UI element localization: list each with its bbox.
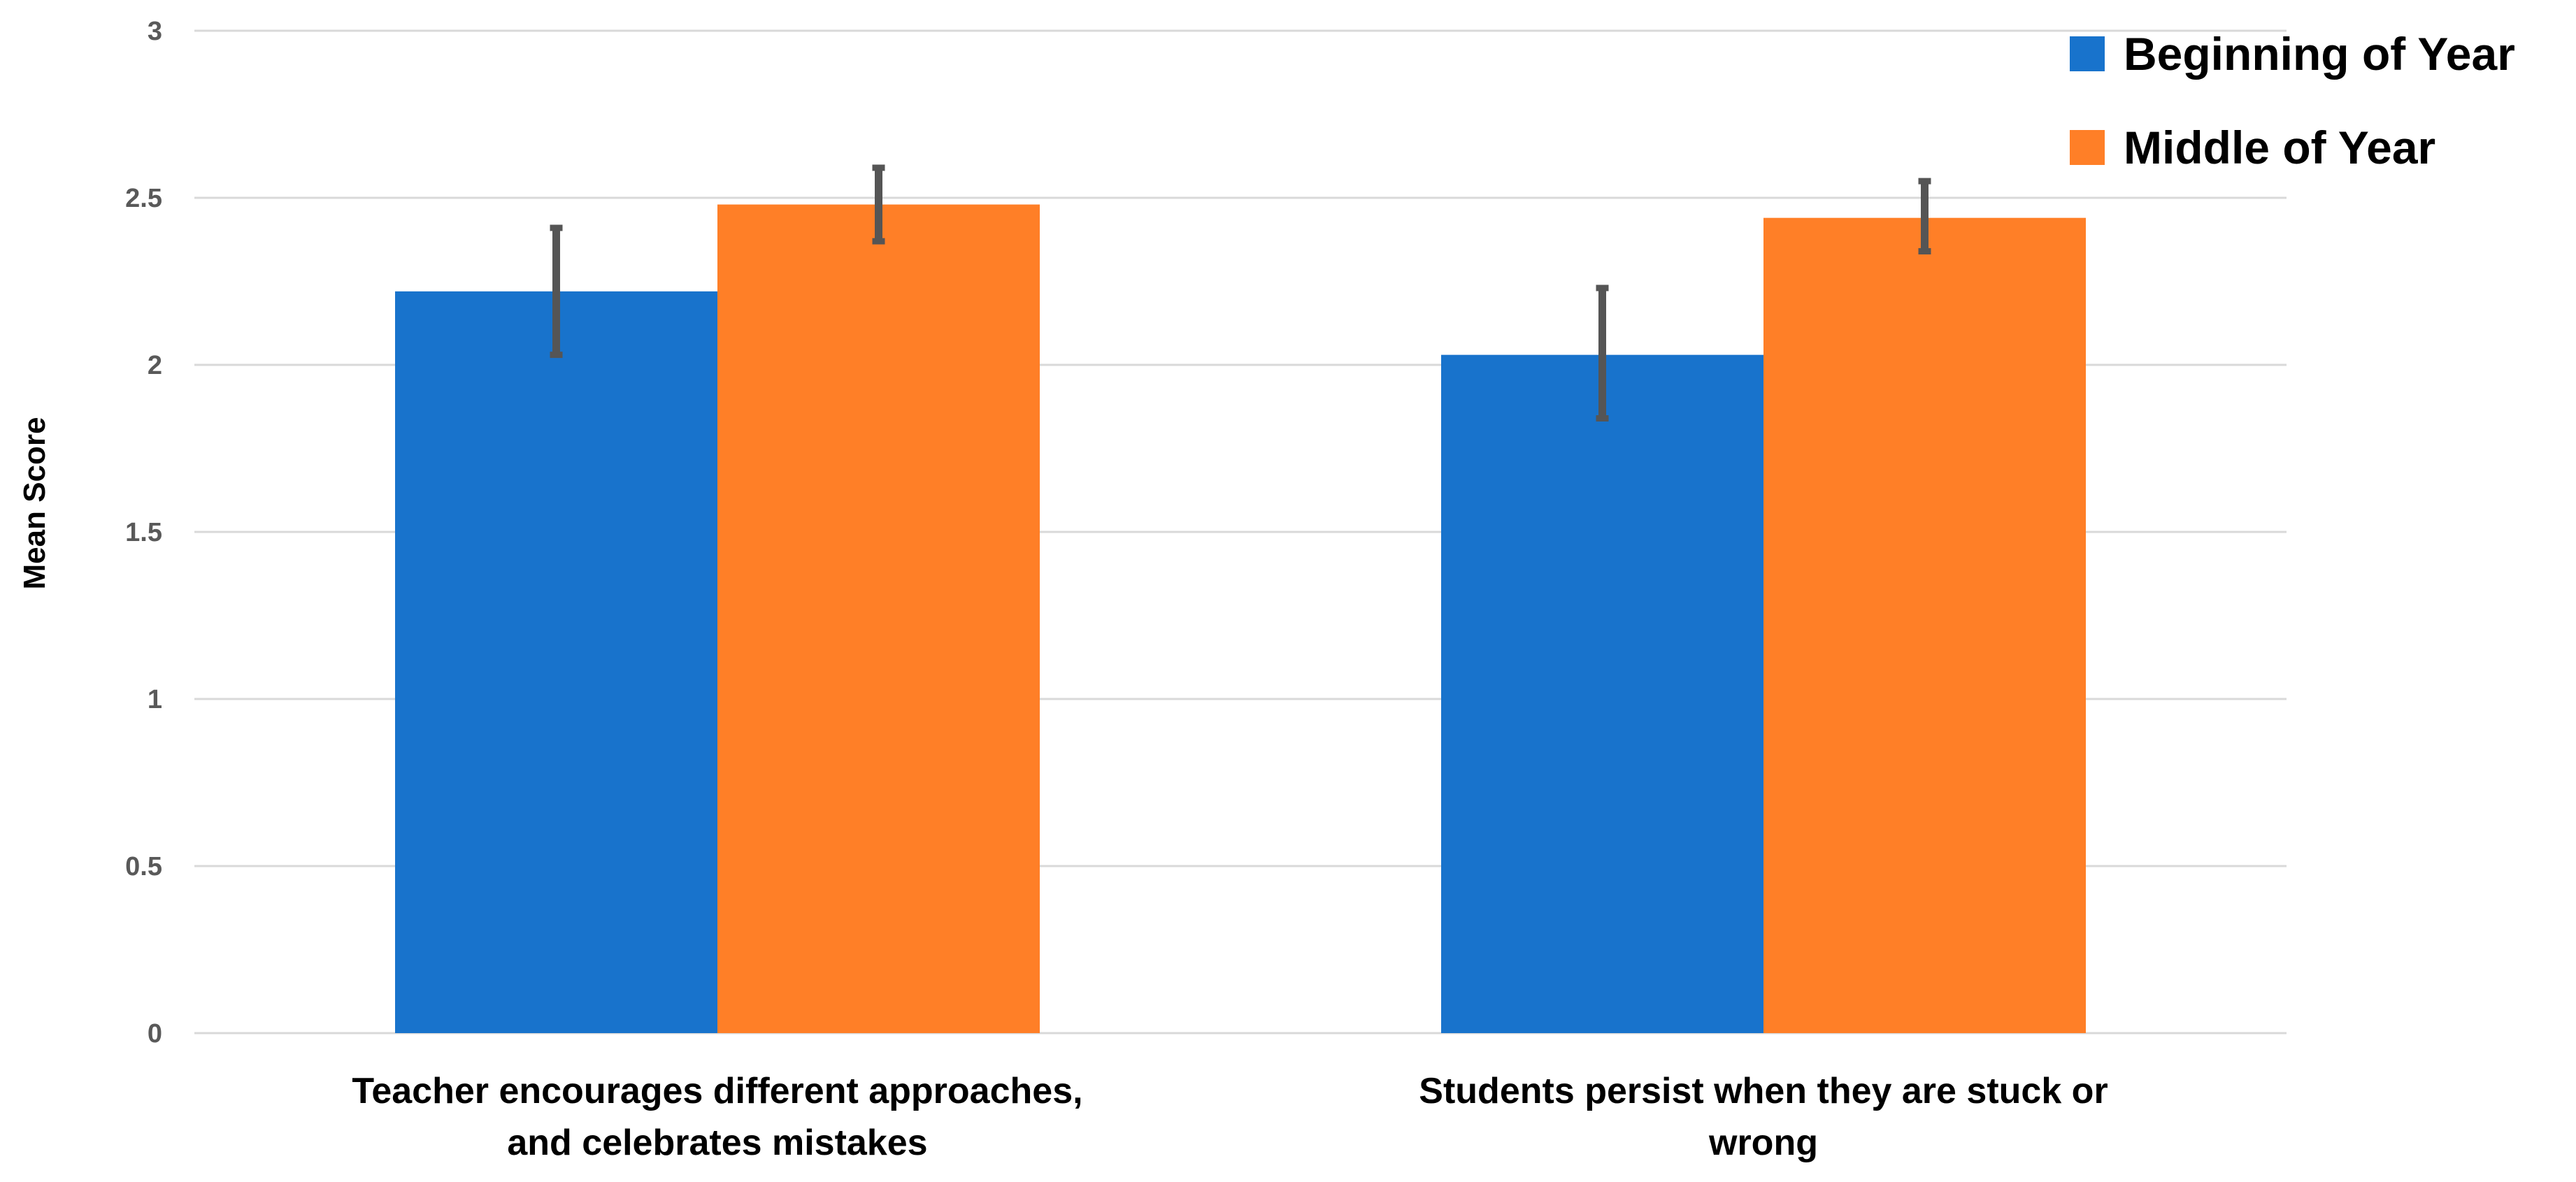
bars <box>395 204 2086 1034</box>
y-tick-label: 0.5 <box>125 852 162 881</box>
legend-label: Beginning of Year <box>2124 28 2515 80</box>
y-tick-label: 2.5 <box>125 184 162 213</box>
error-bars <box>550 164 1931 421</box>
y-tick-label: 0 <box>148 1019 162 1048</box>
y-tick-label: 1.5 <box>125 518 162 547</box>
x-axis-categories: Teacher encourages different approaches,… <box>352 1071 2108 1163</box>
x-category-label: wrong <box>1708 1123 1818 1163</box>
x-category-label: Teacher encourages different approaches, <box>352 1071 1082 1111</box>
x-category-label: and celebrates mistakes <box>507 1123 927 1163</box>
y-axis-title: Mean Score <box>17 417 52 590</box>
y-tick-label: 1 <box>148 685 162 714</box>
bar <box>1763 217 2086 1034</box>
legend: Beginning of Year Middle of Year <box>2070 28 2515 173</box>
legend-swatch <box>2070 36 2105 71</box>
legend-swatch <box>2070 130 2105 165</box>
y-tick-label: 2 <box>148 351 162 380</box>
legend-label: Middle of Year <box>2124 122 2435 173</box>
bar <box>1441 354 1763 1033</box>
y-axis-ticks: 0 0.5 1 1.5 2 2.5 3 <box>125 17 162 1048</box>
bar <box>717 204 1040 1033</box>
x-category-label: Students persist when they are stuck or <box>1419 1071 2108 1111</box>
y-tick-label: 3 <box>148 17 162 46</box>
bar <box>395 291 717 1034</box>
